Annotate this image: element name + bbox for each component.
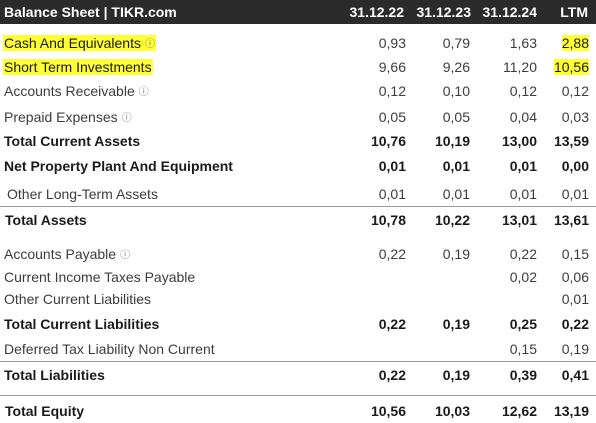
cell-value: 0,12 bbox=[561, 83, 589, 99]
cell-value: 0,01 bbox=[378, 158, 406, 174]
cell-value: 2,88 bbox=[561, 35, 589, 51]
table-row-total-equity[interactable]: Total Equity 10,56 10,03 12,62 13,19 bbox=[0, 401, 596, 423]
divider bbox=[0, 395, 596, 396]
row-label: Deferred Tax Liability Non Current bbox=[4, 341, 215, 357]
cell-value: 0,06 bbox=[561, 269, 589, 285]
table-header: Balance Sheet | TIKR.com 31.12.22 31.12.… bbox=[0, 0, 596, 24]
cell-value: 0,39 bbox=[509, 367, 537, 383]
cell-value: 0,03 bbox=[561, 109, 589, 125]
cell-value: 13,01 bbox=[501, 212, 537, 228]
info-circle-icon[interactable]: ⓘ bbox=[120, 250, 131, 261]
cell-value: 0,01 bbox=[442, 158, 470, 174]
cell-value: 10,76 bbox=[370, 133, 406, 149]
cell-value: 13,61 bbox=[553, 212, 589, 228]
column-header-2023[interactable]: 31.12.23 bbox=[416, 4, 472, 20]
cell-value: 10,03 bbox=[434, 403, 470, 419]
row-label: Accounts Payable ⓘ bbox=[4, 246, 131, 262]
cell-value: 0,22 bbox=[509, 246, 537, 262]
cell-value: 0,00 bbox=[561, 158, 589, 174]
cell-value: 0,01 bbox=[442, 186, 470, 202]
cell-value: 0,01 bbox=[378, 186, 406, 202]
cell-value: 0,22 bbox=[561, 316, 589, 332]
table-row-total-current-liabilities[interactable]: Total Current Liabilities 0,22 0,19 0,25… bbox=[0, 314, 596, 336]
row-label: Total Current Assets bbox=[4, 133, 141, 149]
cell-value: 10,22 bbox=[434, 212, 470, 228]
cell-value: 12,62 bbox=[501, 403, 537, 419]
cell-value: 0,15 bbox=[509, 341, 537, 357]
table-row-total-liabilities[interactable]: Total Liabilities 0,22 0,19 0,39 0,41 bbox=[0, 365, 596, 387]
row-label: Total Liabilities bbox=[4, 367, 105, 383]
table-row-total-current-assets[interactable]: Total Current Assets 10,76 10,19 13,00 1… bbox=[0, 131, 596, 153]
info-circle-icon[interactable]: ⓘ bbox=[121, 113, 132, 124]
cell-value: 0,22 bbox=[378, 246, 406, 262]
table-row-current-income-taxes-payable[interactable]: Current Income Taxes Payable 0,02 0,06 bbox=[0, 267, 596, 289]
cell-value: 10,56 bbox=[370, 403, 406, 419]
column-header-ltm[interactable]: LTM bbox=[560, 4, 588, 20]
cell-value: 0,41 bbox=[561, 367, 589, 383]
cell-value: 9,66 bbox=[378, 59, 406, 75]
cell-value: 9,26 bbox=[442, 59, 470, 75]
cell-value: 0,05 bbox=[378, 109, 406, 125]
row-label: Other Current Liabilities bbox=[4, 291, 152, 307]
info-circle-icon[interactable]: ⓘ bbox=[144, 39, 155, 50]
table-row-prepaid-expenses[interactable]: Prepaid Expenses ⓘ 0,05 0,05 0,04 0,03 bbox=[0, 107, 596, 129]
column-header-2024[interactable]: 31.12.24 bbox=[482, 4, 538, 20]
cell-value: 0,22 bbox=[378, 367, 406, 383]
table-row-accounts-payable[interactable]: Accounts Payable ⓘ 0,22 0,19 0,22 0,15 bbox=[0, 244, 596, 266]
cell-value: 0,19 bbox=[442, 367, 470, 383]
cell-value: 0,19 bbox=[442, 316, 470, 332]
divider bbox=[0, 361, 596, 362]
cell-value: 0,12 bbox=[378, 83, 406, 99]
row-label: Cash And Equivalents ⓘ bbox=[3, 35, 156, 51]
row-label: Other Long-Term Assets bbox=[7, 186, 158, 202]
cell-value: 0,12 bbox=[509, 83, 537, 99]
cell-value: 13,19 bbox=[553, 403, 589, 419]
cell-value: 1,63 bbox=[509, 35, 537, 51]
row-label: Current Income Taxes Payable bbox=[4, 269, 196, 285]
table-row-net-ppe[interactable]: Net Property Plant And Equipment 0,01 0,… bbox=[0, 156, 596, 178]
cell-value: 0,15 bbox=[561, 246, 589, 262]
cell-value: 10,78 bbox=[370, 212, 406, 228]
table-row-total-assets[interactable]: Total Assets 10,78 10,22 13,01 13,61 bbox=[0, 210, 596, 232]
cell-value: 10,56 bbox=[553, 59, 589, 75]
cell-value: 0,01 bbox=[509, 186, 537, 202]
table-row-deferred-tax-liability[interactable]: Deferred Tax Liability Non Current 0,15 … bbox=[0, 339, 596, 361]
cell-value: 13,00 bbox=[501, 133, 537, 149]
table-row-short-term-investments[interactable]: Short Term Investments 9,66 9,26 11,20 1… bbox=[0, 57, 596, 79]
row-label: Accounts Receivable ⓘ bbox=[4, 83, 149, 99]
cell-value: 0,19 bbox=[561, 341, 589, 357]
table-row-other-current-liabilities[interactable]: Other Current Liabilities 0,01 bbox=[0, 289, 596, 311]
cell-value: 0,25 bbox=[509, 316, 537, 332]
cell-value: 0,22 bbox=[378, 316, 406, 332]
cell-value: 0,93 bbox=[378, 35, 406, 51]
cell-value: 0,04 bbox=[509, 109, 537, 125]
cell-value: 11,20 bbox=[503, 59, 537, 75]
cell-value: 0,01 bbox=[509, 158, 537, 174]
cell-value: 0,10 bbox=[442, 83, 470, 99]
row-label: Short Term Investments bbox=[3, 59, 153, 75]
row-label: Total Assets bbox=[5, 212, 87, 228]
divider bbox=[0, 206, 596, 207]
cell-value: 0,01 bbox=[561, 186, 589, 202]
row-label: Total Equity bbox=[5, 403, 85, 419]
cell-value: 0,02 bbox=[509, 269, 537, 285]
row-label: Prepaid Expenses ⓘ bbox=[4, 109, 132, 125]
info-circle-icon[interactable]: ⓘ bbox=[138, 87, 149, 98]
cell-value: 10,19 bbox=[434, 133, 470, 149]
row-label: Net Property Plant And Equipment bbox=[4, 158, 233, 174]
cell-value: 0,05 bbox=[442, 109, 470, 125]
table-title: Balance Sheet | TIKR.com bbox=[4, 4, 177, 20]
cell-value: 13,59 bbox=[553, 133, 589, 149]
cell-value: 0,19 bbox=[442, 246, 470, 262]
cell-value: 0,79 bbox=[442, 35, 470, 51]
column-header-2022[interactable]: 31.12.22 bbox=[349, 4, 405, 20]
cell-value: 0,01 bbox=[561, 291, 589, 307]
row-label: Total Current Liabilities bbox=[4, 316, 160, 332]
table-row-cash-and-equivalents[interactable]: Cash And Equivalents ⓘ 0,93 0,79 1,63 2,8… bbox=[0, 33, 596, 55]
table-row-other-long-term-assets[interactable]: Other Long-Term Assets 0,01 0,01 0,01 0,… bbox=[0, 184, 596, 206]
table-row-accounts-receivable[interactable]: Accounts Receivable ⓘ 0,12 0,10 0,12 0,12 bbox=[0, 81, 596, 103]
